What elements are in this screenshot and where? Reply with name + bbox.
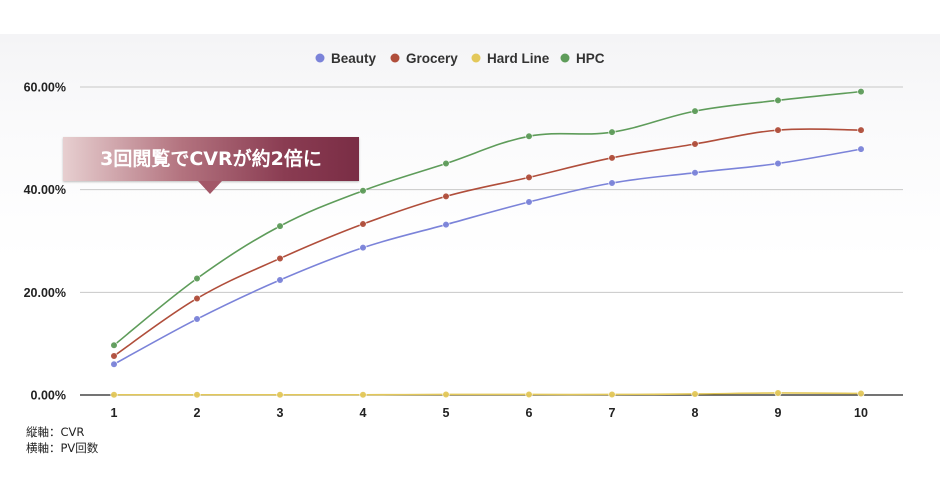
legend-marker-grocery [390,53,400,63]
data-point-beauty [442,220,450,229]
legend-marker-hard-line [471,53,481,63]
x-tick-label: 10 [854,406,868,420]
data-point-hpc [110,341,118,349]
y-tick-label: 60.00% [24,81,66,95]
series-line-hard-line [113,392,862,396]
data-point-hpc [359,187,367,195]
data-point-beauty [857,145,865,153]
legend-label-grocery: Grocery [406,51,458,66]
data-point-beauty [276,276,284,284]
data-point-grocery [193,294,201,303]
data-point-grocery [276,254,284,263]
data-point-beauty [691,169,699,177]
series-line-grocery [113,128,862,357]
y-tick-label: 40.00% [24,183,66,197]
x-tick-label: 6 [526,406,533,420]
data-point-hard-line [525,390,533,399]
data-point-hard-line [110,391,118,399]
data-point-hpc [608,128,616,136]
data-point-hpc [857,88,865,96]
series-layer [110,88,865,399]
x-tick-label: 8 [692,406,699,420]
x-axis-note: 横軸：PV回数 [26,441,99,455]
data-point-hpc [774,96,782,104]
legend-label-hard-line: Hard Line [487,51,550,66]
data-point-hard-line [774,389,782,397]
x-tick-label: 3 [277,406,284,420]
data-point-grocery [359,220,367,228]
legend-label-hpc: HPC [576,51,605,66]
x-tick-label: 7 [609,406,616,420]
annotation-callout-tail [198,181,222,194]
data-point-grocery [442,192,450,200]
data-point-hard-line [691,390,699,398]
data-point-grocery [525,173,533,181]
data-point-beauty [608,179,616,187]
x-tick-label: 4 [360,406,367,420]
legend-marker-hpc [560,53,570,63]
data-point-hpc [276,222,284,230]
annotation-text: 3回閲覧でCVRが約2倍に [100,148,322,170]
data-point-hard-line [193,391,201,399]
annotation-callout: 3回閲覧でCVRが約2倍に [63,137,359,181]
data-point-hard-line [276,391,284,399]
data-point-beauty [359,244,367,252]
series-line-hpc [113,90,862,346]
data-point-hard-line [857,389,865,398]
data-point-hpc [525,132,533,140]
data-point-grocery [608,154,616,162]
data-point-grocery [691,140,699,148]
data-point-beauty [525,198,533,206]
data-point-hard-line [359,391,367,399]
legend-marker-beauty [315,53,325,63]
data-point-beauty [193,315,201,323]
x-tick-label: 2 [194,406,201,420]
data-point-beauty [774,159,782,168]
series-line-beauty [113,148,862,365]
x-tick-label: 5 [443,406,450,420]
data-point-grocery [774,126,782,134]
y-tick-label: 20.00% [24,286,66,300]
data-point-hpc [691,107,699,115]
data-point-hard-line [442,390,450,399]
data-point-hpc [442,159,450,168]
x-tick-label: 1 [111,406,118,420]
y-axis-note: 縦軸：CVR [26,425,85,439]
data-point-beauty [110,360,118,368]
data-point-grocery [857,126,865,134]
y-tick-label: 0.00% [31,389,66,403]
legend-label-beauty: Beauty [331,51,377,66]
data-point-grocery [110,352,118,360]
data-point-hpc [193,274,201,283]
x-tick-label: 9 [775,406,782,420]
data-point-hard-line [608,390,616,399]
legend: Beauty Grocery Hard Line HPC [315,51,605,66]
